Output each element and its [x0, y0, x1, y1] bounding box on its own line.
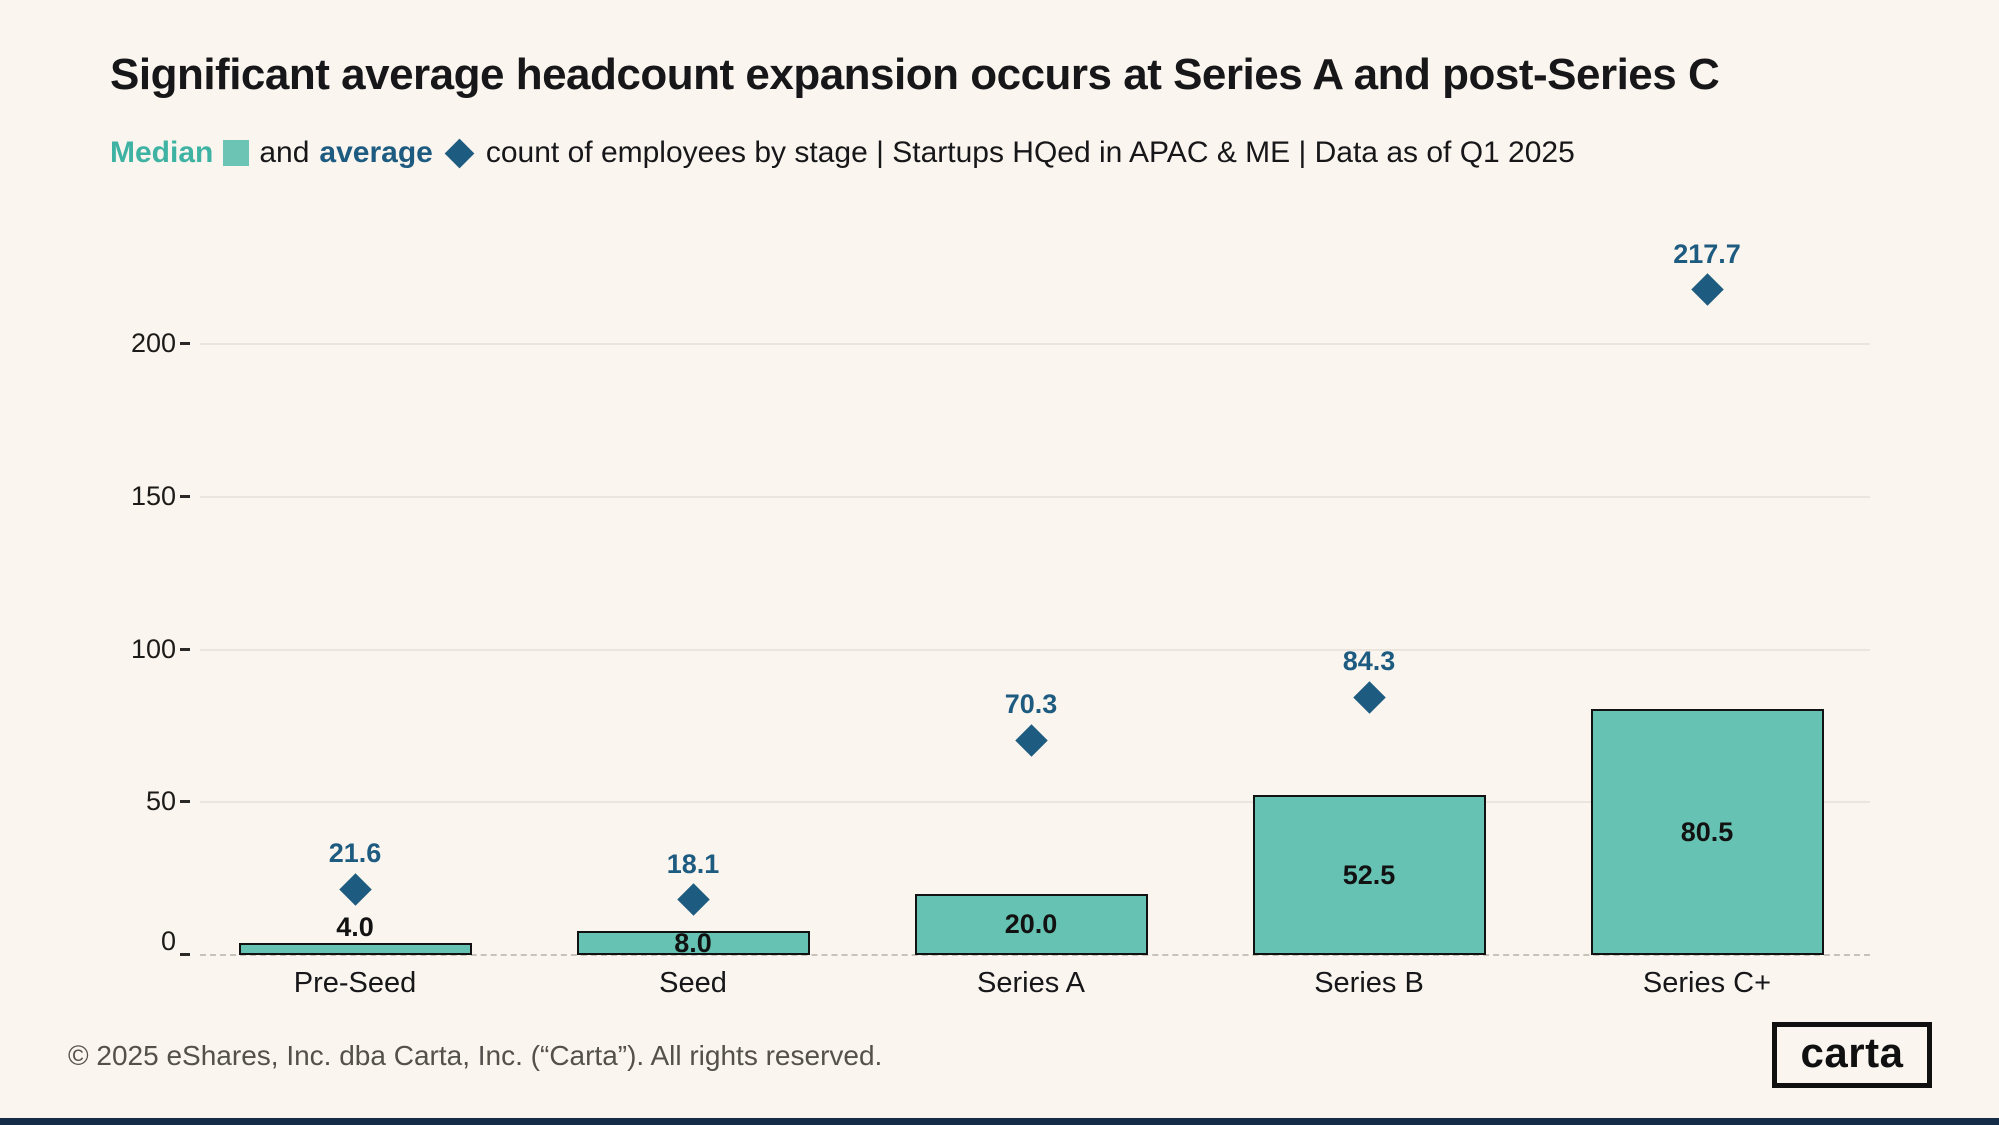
- average-value-label: 21.6: [328, 838, 382, 868]
- average-diamond-marker: [1014, 723, 1048, 757]
- gridline-y200: [200, 343, 1870, 345]
- y-tick-label: 150: [130, 480, 176, 511]
- category-label: Pre-Seed: [293, 967, 417, 999]
- chart-subtitle: Median and average count of employees by…: [110, 136, 1575, 170]
- category-label: Seed: [659, 967, 727, 999]
- y-tick-label: 200: [130, 328, 176, 358]
- legend-average-label: average: [319, 136, 433, 169]
- legend-median-label: Median: [110, 136, 214, 169]
- bottom-accent-bar: [0, 1118, 1999, 1125]
- category-label: Series B: [1314, 967, 1424, 999]
- average-value-label: 217.7: [1673, 238, 1741, 269]
- median-value-label: 52.5: [1342, 859, 1396, 890]
- subtitle-and-text: and: [259, 136, 310, 169]
- median-value-label: 80.5: [1680, 817, 1734, 848]
- subtitle-rest-text: count of employees by stage | Startups H…: [485, 136, 1575, 169]
- median-bar: [914, 893, 1148, 955]
- average-value-label: 84.3: [1342, 646, 1396, 677]
- y-tick-label: 0: [160, 926, 176, 956]
- copyright-text: © 2025 eShares, Inc. dba Carta, Inc. (“C…: [68, 1040, 883, 1071]
- average-value-label: 70.3: [1004, 689, 1058, 720]
- average-diamond-marker: [1352, 681, 1386, 714]
- median-value-label: 20.0: [1004, 909, 1058, 940]
- average-diamond-marker: [1690, 273, 1724, 307]
- median-value-label: 4.0: [336, 911, 374, 942]
- y-tick-label: 50: [145, 786, 176, 817]
- median-bar: [576, 930, 810, 955]
- average-diamond-marker: [338, 872, 372, 906]
- gridline-y150: [200, 495, 1870, 498]
- y-tick-label: 100: [130, 633, 176, 664]
- y-tick-icon: [180, 342, 190, 345]
- median-value-label: 8.0: [674, 927, 712, 958]
- category-label: Series A: [977, 967, 1085, 999]
- gridline-y0: [200, 954, 1870, 956]
- chart-title: Significant average headcount expansion …: [110, 50, 1720, 99]
- median-bar: [238, 942, 472, 955]
- category-label: Series C+: [1642, 967, 1772, 999]
- median-bar: [1252, 794, 1486, 955]
- carta-logo: carta: [1772, 1022, 1932, 1088]
- gridline-y50: [200, 801, 1870, 804]
- average-diamond-marker: [676, 883, 710, 916]
- median-square-icon: [223, 140, 250, 166]
- y-tick-icon: [180, 953, 190, 956]
- gridline-y100: [200, 648, 1870, 651]
- carta-logo-text: carta: [1800, 1029, 1904, 1076]
- y-tick-icon: [180, 647, 190, 651]
- y-tick-icon: [180, 800, 190, 804]
- y-tick-icon: [180, 494, 190, 498]
- median-bar: [1590, 709, 1824, 955]
- average-value-label: 18.1: [666, 848, 720, 879]
